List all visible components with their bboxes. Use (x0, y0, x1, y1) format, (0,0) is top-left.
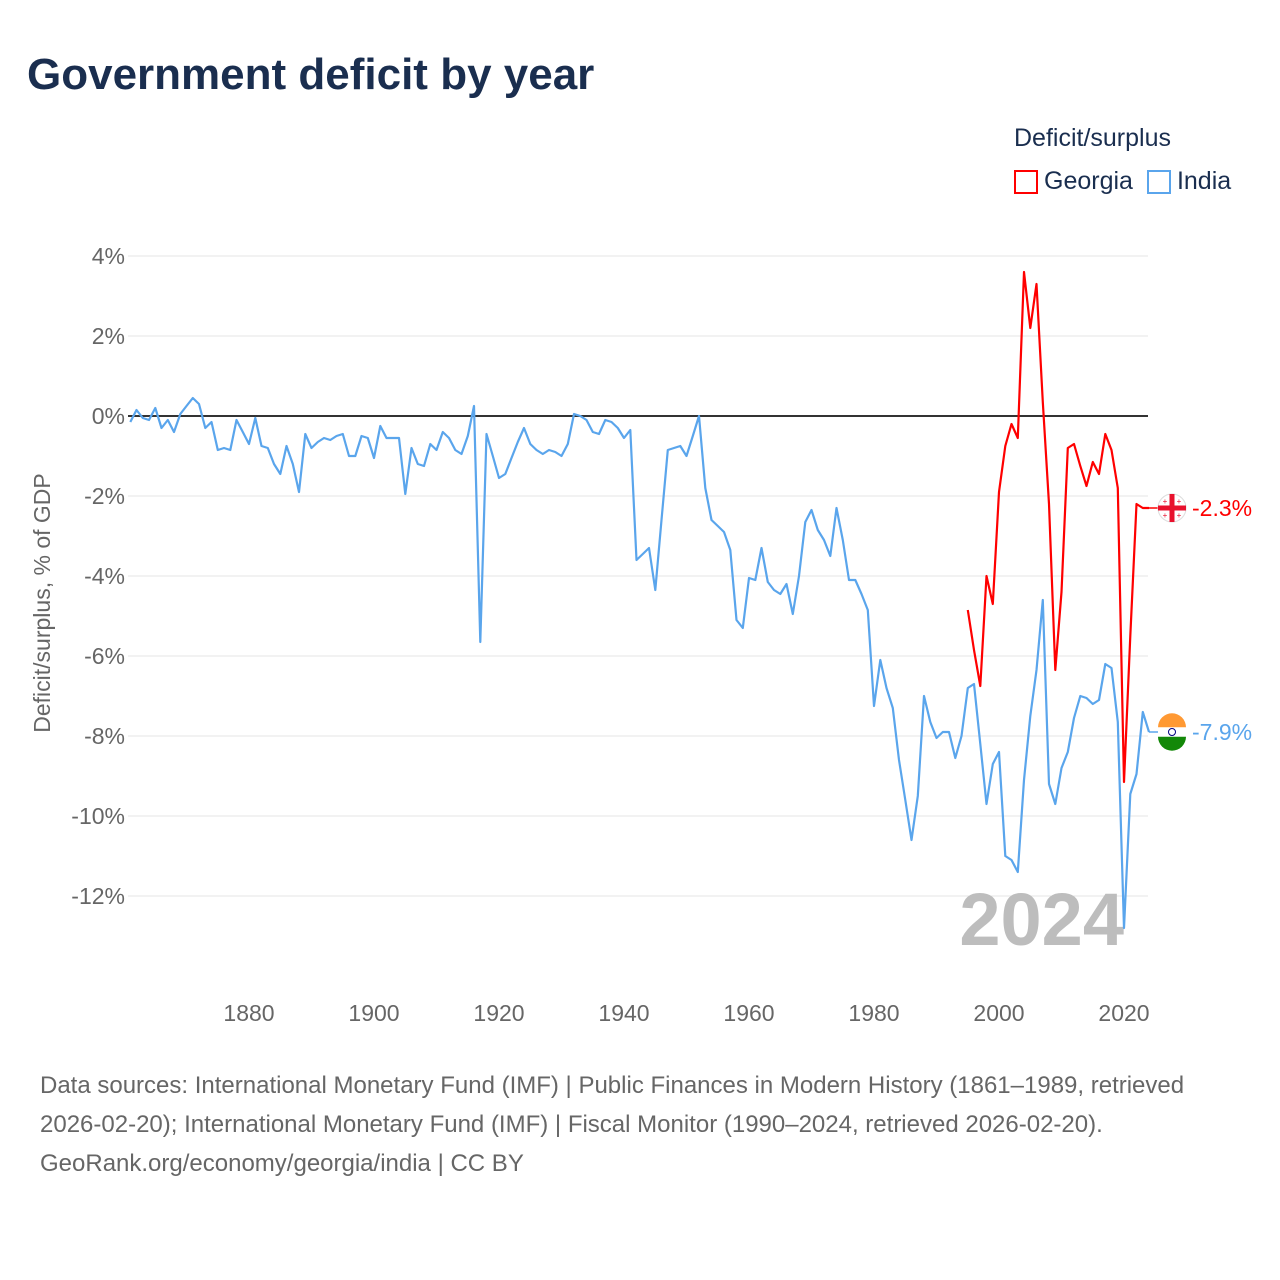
legend-title: Deficit/surplus (1014, 124, 1171, 152)
georgia-flag-small-cross: + (1163, 497, 1168, 506)
georgia-flag-small-cross: + (1177, 497, 1182, 506)
y-tick-label: 4% (92, 243, 125, 269)
legend: Deficit/surplus Georgia India (1014, 124, 1231, 201)
y-tick-label: -2% (84, 483, 125, 509)
series-line-india (129, 396, 1151, 930)
end-label-india: -7.9% (1192, 719, 1252, 745)
data-sources: Data sources: International Monetary Fun… (40, 1072, 1185, 1138)
y-tick-label: -4% (84, 563, 125, 589)
footer: Data sources: International Monetary Fun… (40, 1066, 1240, 1183)
legend-label-georgia: Georgia (1044, 167, 1133, 195)
x-tick-label: 2000 (973, 1000, 1024, 1026)
y-tick-label: 0% (92, 403, 125, 429)
y-tick-label: -10% (71, 803, 125, 829)
legend-item-georgia[interactable]: Georgia (1014, 167, 1133, 196)
y-tick-label: -12% (71, 883, 125, 909)
x-tick-label: 1900 (348, 1000, 399, 1026)
chart-title: Government deficit by year (27, 50, 595, 99)
series-line-georgia (966, 270, 1149, 784)
x-tick-label: 1920 (473, 1000, 524, 1026)
y-tick-label: 2% (92, 323, 125, 349)
legend-label-india: India (1176, 167, 1232, 195)
x-tick-label: 1940 (598, 1000, 649, 1026)
x-tick-label: 1880 (223, 1000, 274, 1026)
x-tick-label: 2020 (1098, 1000, 1149, 1026)
attribution-link[interactable]: GeoRank.org/economy/georgia/india | CC B… (40, 1150, 524, 1177)
year-watermark: 2024 (959, 878, 1124, 961)
y-tick-label: -6% (84, 643, 125, 669)
india-flag-saffron (1158, 713, 1186, 728)
georgia-flag-cross (1169, 494, 1175, 522)
y-axis-label: Deficit/surplus, % of GDP (29, 473, 55, 732)
legend-swatch-india (1146, 169, 1171, 194)
legend-item-india[interactable]: India (1146, 167, 1232, 196)
india-flag-green (1158, 736, 1186, 751)
x-tick-label: 1980 (848, 1000, 899, 1026)
y-tick-label: -8% (84, 723, 125, 749)
ashoka-chakra-icon (1168, 728, 1176, 736)
legend-swatch-georgia (1014, 169, 1038, 194)
georgia-flag-small-cross: + (1177, 511, 1182, 520)
georgia-flag-small-cross: + (1163, 511, 1168, 520)
end-label-georgia: -2.3% (1192, 495, 1252, 521)
x-tick-label: 1960 (723, 1000, 774, 1026)
